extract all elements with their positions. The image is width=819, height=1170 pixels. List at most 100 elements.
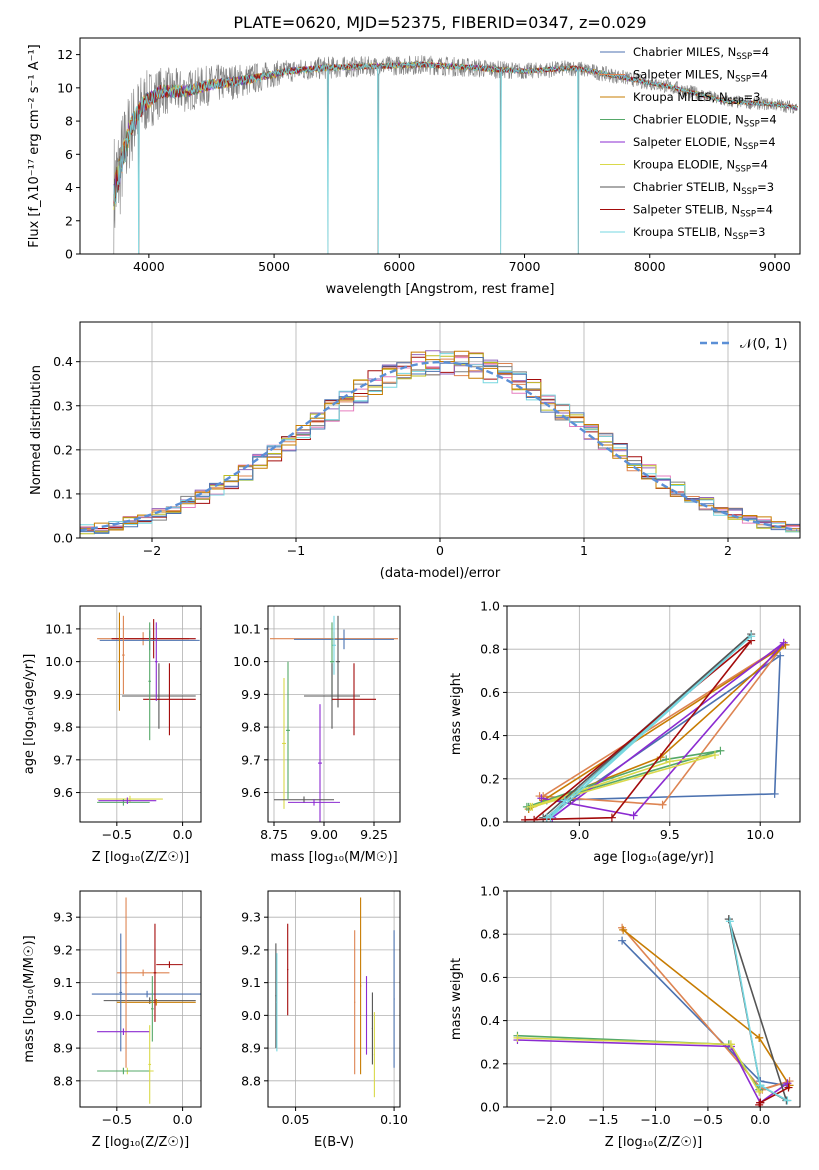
- y-tick-label: 9.6: [53, 785, 73, 800]
- x-tick-label: 0: [436, 543, 444, 558]
- legend-subscript: SSP: [736, 52, 752, 62]
- y-tick-label: 0.0: [53, 531, 73, 546]
- y-tick-label: 0.0: [480, 815, 500, 830]
- gaussian-curve: [80, 360, 798, 532]
- weight-marker: [665, 757, 674, 766]
- weight-marker: [528, 802, 537, 811]
- y-tick-label: 0.6: [480, 970, 500, 985]
- x-tick-label: 0.10: [380, 1112, 408, 1127]
- weight-marker: [607, 813, 616, 822]
- figure-title: PLATE=0620, MJD=52375, FIBERID=0347, z=0…: [233, 13, 646, 32]
- y-tick-label: 0.4: [480, 1013, 500, 1028]
- weight-marker: [521, 815, 530, 822]
- panel-age-vs-Z: −0.5 0.0 9.6 9.7 9.8 9.9 10.0 10.1 Z [log₁₀(Z/Z☉…: [22, 605, 202, 865]
- y-axis-label: Normed distribution: [29, 365, 44, 495]
- axes-frame: [79, 605, 202, 823]
- x-tick-label: 0.05: [282, 1112, 310, 1127]
- y-axis-label: Flux [f_λ10⁻¹⁷ erg cm⁻² s⁻¹ A⁻¹]: [27, 44, 42, 248]
- y-tick-label: 10.0: [45, 654, 73, 669]
- weight-marker: [779, 638, 788, 647]
- weight-marker: [755, 1033, 764, 1042]
- weight-line: [517, 1037, 760, 1093]
- y-tick-label: 9.9: [53, 687, 73, 702]
- y-axis-label: age [log₁₀(age/yr)]: [22, 654, 37, 775]
- weight-line: [526, 749, 721, 808]
- y-axis-label: mass [log₁₀(M/M☉)]: [22, 935, 37, 1062]
- y-tick-label: 9.7: [53, 752, 73, 767]
- x-axis-label: wavelength [Angstrom, rest frame]: [326, 282, 555, 297]
- x-tick-label: 9000: [759, 259, 791, 274]
- legend-count: =4: [760, 113, 777, 127]
- plot-area: [521, 630, 790, 822]
- x-tick-label: 10.0: [746, 827, 774, 842]
- weight-marker: [783, 1096, 792, 1105]
- x-axis-label: (data-model)/error: [380, 566, 501, 581]
- y-tick-label: 9.1: [241, 975, 261, 990]
- legend-subscript: SSP: [740, 210, 756, 220]
- weight-marker: [726, 1040, 735, 1049]
- plot-area: [513, 915, 794, 1107]
- x-tick-label: 6000: [383, 259, 415, 274]
- x-axis-label: Z [log₁₀(Z/Z☉)]: [605, 1135, 702, 1150]
- panel-spectrum: Chabrier MILES, NSSP=4 Salpeter MILES, NS…: [27, 37, 801, 297]
- x-tick-label: −1.5: [588, 1112, 618, 1127]
- panel-age-vs-mass: 8.75 9.00 9.25 9.6 9.7 9.8 9.9 10.0 10.1 mass [lo…: [233, 605, 401, 865]
- plot-area: [275, 897, 395, 1098]
- y-tick-label: 0.8: [480, 927, 500, 942]
- legend-label: Kroupa MILES, NSSP=3: [633, 90, 760, 107]
- y-tick-label: 8.8: [241, 1073, 261, 1088]
- weight-marker: [619, 925, 628, 934]
- x-axis-label: Z [log₁₀(Z/Z☉)]: [92, 1135, 189, 1150]
- panel-mass-vs-ebv: 0.05 0.10 8.8 8.9 9.0 9.1 9.2 9.3 E(B-V): [241, 890, 408, 1150]
- histogram-9: [80, 350, 800, 531]
- y-tick-label: 8.9: [53, 1041, 73, 1056]
- plot-area: [270, 615, 398, 822]
- x-tick-label: −2.0: [536, 1112, 566, 1127]
- x-tick-label: 1: [580, 543, 588, 558]
- y-tick-label: 0.0: [480, 1100, 500, 1115]
- weight-marker: [783, 1079, 792, 1088]
- y-tick-label: 4: [65, 180, 73, 195]
- weight-marker: [710, 751, 719, 760]
- x-tick-label: 0.0: [173, 827, 193, 842]
- y-tick-label: 0: [65, 247, 73, 262]
- y-tick-label: 9.7: [241, 752, 261, 767]
- y-tick-label: 6: [65, 147, 73, 162]
- legend-count: =3: [743, 90, 760, 104]
- model-spectrum-9: [113, 61, 798, 254]
- y-tick-label: 8.8: [53, 1073, 73, 1088]
- legend-count: =4: [756, 203, 773, 217]
- x-tick-label: 2: [724, 543, 732, 558]
- legend-label: Chabrier ELODIE, NSSP=4: [633, 113, 777, 130]
- weight-marker: [658, 800, 667, 809]
- legend-subscript: SSP: [735, 165, 751, 175]
- weight-marker: [629, 811, 638, 820]
- weight-marker: [725, 917, 734, 926]
- x-axis-label: Z [log₁₀(Z/Z☉)]: [92, 850, 189, 865]
- y-tick-label: 9.6: [241, 785, 261, 800]
- legend-count: =4: [751, 68, 768, 82]
- y-tick-label: 10.1: [45, 621, 73, 636]
- weight-marker: [756, 1098, 765, 1107]
- y-tick-label: 12: [57, 47, 73, 62]
- weight-marker: [530, 815, 539, 822]
- weight-marker: [560, 796, 569, 805]
- y-tick-label: 9.3: [241, 910, 261, 925]
- weight-line: [621, 940, 787, 1087]
- y-tick-label: 9.8: [241, 720, 261, 735]
- legend-label: Salpeter ELODIE, NSSP=4: [633, 135, 776, 152]
- legend-count: =4: [759, 135, 776, 149]
- y-tick-label: 0.3: [53, 398, 73, 413]
- legend-label: Salpeter STELIB, NSSP=4: [633, 203, 773, 220]
- x-tick-label: 7000: [509, 259, 541, 274]
- weight-line: [539, 644, 785, 806]
- weight-marker: [513, 1033, 522, 1042]
- weight-marker: [716, 746, 725, 755]
- weight-line: [729, 921, 788, 1102]
- y-tick-label: 9.2: [241, 942, 261, 957]
- legend-label: Chabrier STELIB, NSSP=3: [633, 180, 774, 197]
- weight-marker: [546, 813, 555, 822]
- x-tick-label: 9.00: [310, 827, 338, 842]
- hist-legend: 𝒩(0, 1): [700, 337, 787, 352]
- x-tick-label: 9.25: [360, 827, 388, 842]
